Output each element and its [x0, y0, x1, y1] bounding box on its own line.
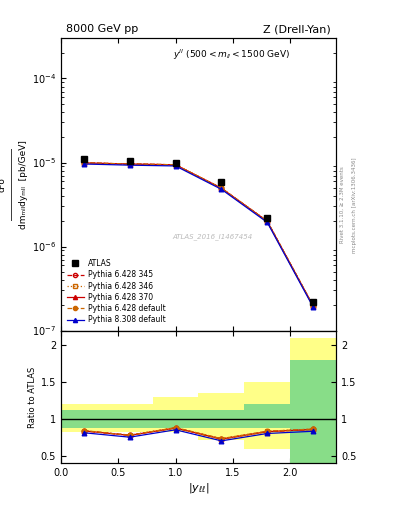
Text: ATLAS_2016_I1467454: ATLAS_2016_I1467454: [172, 233, 252, 241]
Text: $y^{ll}\ (500 < m_{ll} < 1500\ \mathrm{GeV})$: $y^{ll}\ (500 < m_{ll} < 1500\ \mathrm{G…: [173, 47, 290, 61]
Text: 8000 GeV pp: 8000 GeV pp: [66, 24, 139, 34]
Y-axis label: Ratio to ATLAS: Ratio to ATLAS: [28, 366, 37, 428]
Bar: [107, 404, 152, 432]
Bar: [152, 410, 198, 428]
Bar: [290, 338, 336, 463]
Text: Rivet 3.1.10, ≥ 2.3M events: Rivet 3.1.10, ≥ 2.3M events: [340, 166, 345, 243]
Text: Z (Drell-Yan): Z (Drell-Yan): [263, 24, 331, 34]
Text: mcplots.cern.ch [arXiv:1306.3436]: mcplots.cern.ch [arXiv:1306.3436]: [352, 157, 357, 252]
Bar: [61, 404, 107, 432]
Bar: [198, 410, 244, 428]
Bar: [244, 382, 290, 449]
Bar: [61, 410, 107, 428]
X-axis label: $|y_{\ell\ell}|$: $|y_{\ell\ell}|$: [188, 481, 209, 495]
Bar: [107, 410, 152, 428]
Bar: [244, 404, 290, 428]
Bar: [198, 393, 244, 440]
Bar: [152, 397, 198, 432]
Legend: ATLAS, Pythia 6.428 345, Pythia 6.428 346, Pythia 6.428 370, Pythia 6.428 defaul: ATLAS, Pythia 6.428 345, Pythia 6.428 34…: [65, 257, 168, 327]
Bar: [290, 360, 336, 463]
Y-axis label: d²σ
――――――――
dmₘₗₗdyₘₗₗ  [pb/GeV]: d²σ ―――――――― dmₘₗₗdyₘₗₗ [pb/GeV]: [0, 140, 28, 229]
